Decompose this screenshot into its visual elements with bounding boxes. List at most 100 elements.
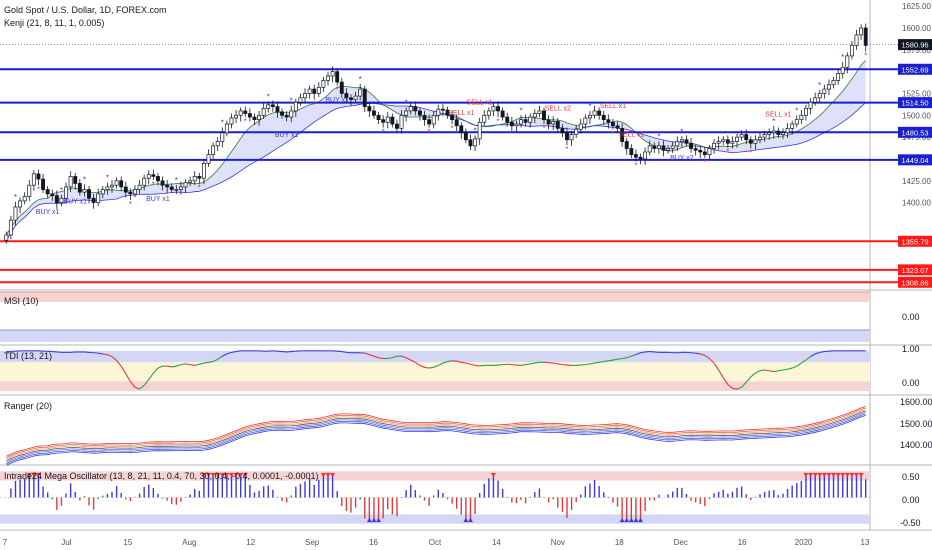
level-label-5: 1323.07 [901, 266, 928, 275]
ranger-line-5 [6, 413, 866, 465]
candle-body-49 [229, 117, 234, 125]
ranger-line-3 [6, 410, 866, 462]
ranger-line-4 [6, 412, 866, 463]
kenji-marker-2: * [14, 193, 17, 202]
kenji-band [6, 60, 866, 241]
tdi-seg-26 [120, 365, 127, 375]
candle-body-105 [486, 110, 491, 116]
candle-body-135 [624, 141, 629, 149]
ranger-tick-1400: 1400.00 [900, 440, 932, 450]
kenji-marker-162: * [749, 148, 752, 157]
mega-buy-arrow-135 [624, 517, 630, 523]
tdi-seg-91 [419, 364, 425, 368]
candle-body-52 [243, 110, 248, 114]
tdi-seg-48 [222, 353, 228, 357]
kenji-marker-82: * [382, 128, 385, 137]
candle-body-51 [238, 110, 243, 116]
tdi-seg-121 [557, 363, 563, 366]
level-label-2: 1480.53 [901, 128, 928, 137]
chart-title: Gold Spot / U.S. Dollar, 1D, FOREX.com [4, 5, 167, 15]
tdi-seg-44 [203, 361, 209, 364]
tdi-seg-51 [235, 350, 241, 353]
mega-sell-arrow-44 [206, 472, 212, 478]
tdi-seg-29 [134, 386, 140, 390]
candle-body-69 [321, 80, 326, 88]
candle-body-152 [702, 151, 707, 155]
tdi-seg-50 [231, 351, 237, 353]
signal-label-10: BUY x2 [670, 155, 694, 162]
candle-body-120 [555, 121, 560, 129]
tdi-seg-176 [810, 353, 816, 358]
candle-body-88 [408, 106, 413, 112]
mega-buy-arrow-136 [628, 517, 634, 523]
candle-body-38 [178, 186, 183, 190]
candle-body-127 [588, 114, 592, 119]
candle-body-146 [675, 141, 680, 147]
tdi-seg-21 [98, 352, 103, 355]
candle-body-140 [647, 145, 652, 153]
tdi-seg-169 [778, 369, 784, 372]
tdi-seg-157 [722, 377, 729, 385]
candle-body-90 [417, 110, 422, 116]
candle-body-118 [546, 119, 551, 125]
tdi-seg-129 [594, 361, 600, 364]
candle-body-78 [362, 88, 367, 107]
candle-body-84 [390, 116, 395, 125]
x-tick-6: 16 [369, 538, 378, 547]
candle-body-164 [758, 136, 762, 141]
mega-red-zone [0, 471, 870, 481]
x-tick-4: 12 [246, 538, 255, 547]
kenji-marker-132: * [611, 129, 614, 138]
candle-body-113 [523, 119, 528, 123]
candle-body-13 [64, 186, 68, 199]
tdi-seg-90 [415, 361, 421, 366]
candle-body-46 [215, 141, 220, 147]
mega-buy-arrow-81 [376, 517, 382, 523]
kenji-marker-137: * [634, 162, 637, 171]
tdi-seg-101 [465, 362, 471, 365]
candle-body-45 [211, 145, 216, 155]
candle-body-18 [87, 189, 91, 199]
candle-body-74 [344, 93, 349, 99]
candle-body-2 [13, 206, 18, 221]
x-tick-3: Aug [182, 538, 196, 547]
candle-body-53 [247, 113, 252, 118]
tdi-seg-45 [208, 361, 214, 363]
level-badge-1 [898, 97, 932, 109]
mega-buy-arrow-100 [463, 517, 469, 523]
kenji-marker-87: * [405, 98, 408, 107]
candle-body-116 [537, 110, 542, 114]
candle-body-92 [427, 119, 432, 125]
candle-body-14 [68, 176, 73, 188]
candle-body-166 [767, 132, 772, 135]
ranger-line-6 [6, 415, 866, 466]
tdi-seg-173 [796, 362, 802, 367]
tdi-seg-22 [102, 353, 108, 356]
tdi-seg-155 [713, 362, 720, 371]
candle-body-77 [358, 88, 363, 97]
candle-body-8 [41, 178, 46, 190]
mega-sell-arrow-50 [233, 472, 239, 478]
candle-body-133 [615, 125, 620, 129]
tdi-seg-38 [176, 364, 182, 367]
tdi-seg-114 [525, 363, 531, 366]
ranger-line-1 [6, 407, 866, 459]
candle-body-181 [836, 73, 841, 81]
tdi-seg-95 [438, 362, 444, 366]
candle-body-173 [799, 114, 804, 121]
mega-sell-arrow-181 [835, 472, 841, 478]
candle-body-179 [826, 84, 831, 90]
tdi-seg-158 [727, 384, 733, 389]
mega-sell-arrow-69 [320, 472, 326, 478]
candle-body-28 [133, 189, 137, 195]
kenji-marker-22: * [106, 174, 109, 183]
kenji-marker-72: * [336, 86, 339, 95]
mega-sell-arrow-180 [831, 472, 837, 478]
tdi-seg-46 [212, 358, 218, 363]
mega-sell-arrow-176 [812, 472, 818, 478]
level-label-6: 1308.86 [901, 278, 928, 287]
candle-body-161 [744, 134, 749, 141]
candle-body-54 [252, 116, 257, 121]
candle-body-80 [372, 110, 376, 116]
signal-label-11: SELL x1 [765, 112, 791, 119]
